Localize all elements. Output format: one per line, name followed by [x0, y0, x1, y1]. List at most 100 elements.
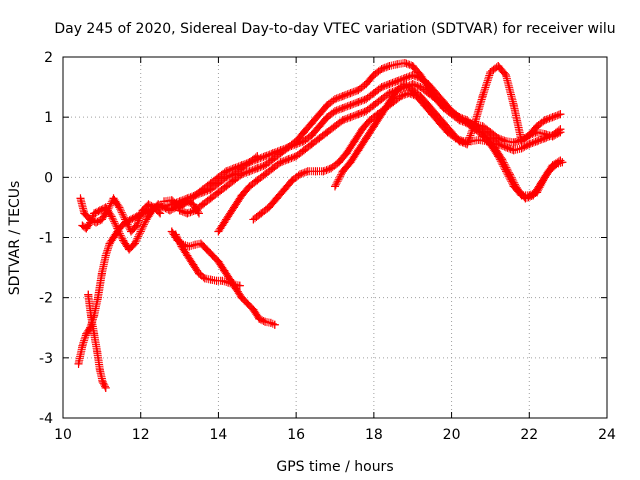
data-point	[346, 89, 355, 98]
data-point	[303, 167, 312, 176]
data-point	[299, 128, 308, 137]
data-point	[214, 188, 223, 197]
data-point	[393, 77, 402, 86]
data-point	[183, 209, 192, 218]
data-point	[160, 197, 169, 206]
data-point	[307, 140, 316, 149]
data-point	[416, 74, 425, 83]
data-point	[284, 155, 293, 164]
data-point	[261, 317, 270, 326]
data-point	[249, 215, 258, 224]
data-point	[400, 59, 409, 68]
data-point	[362, 80, 371, 89]
data-point	[107, 212, 116, 221]
data-point	[136, 227, 145, 236]
data-point	[393, 86, 402, 95]
data-point	[229, 164, 238, 173]
data-point	[253, 155, 262, 164]
data-point	[424, 80, 433, 89]
data-point	[447, 128, 456, 137]
data-point	[397, 92, 406, 101]
data-point	[486, 68, 495, 77]
data-point	[365, 116, 374, 125]
data-point	[245, 158, 254, 167]
data-point	[498, 155, 507, 164]
data-point	[82, 224, 91, 233]
data-point	[509, 101, 518, 110]
data-point	[245, 167, 254, 176]
data-point	[97, 269, 106, 278]
data-point	[416, 92, 425, 101]
data-point	[237, 191, 246, 200]
data-point	[78, 341, 87, 350]
data-point	[338, 104, 347, 113]
data-markers	[74, 59, 567, 392]
data-point	[97, 215, 106, 224]
data-point	[331, 95, 339, 104]
data-point	[369, 122, 378, 131]
series-track-c	[74, 152, 262, 368]
data-point	[257, 209, 266, 218]
data-point	[307, 119, 316, 128]
data-point	[463, 140, 472, 149]
data-point	[243, 299, 252, 308]
data-point	[189, 260, 198, 269]
data-point	[482, 137, 491, 146]
data-point	[513, 185, 522, 194]
x-tick-label: 12	[132, 427, 150, 443]
data-point	[206, 194, 215, 203]
y-tick-label: -1	[39, 231, 53, 247]
data-point	[109, 233, 118, 242]
data-point	[331, 122, 339, 131]
data-point	[544, 167, 553, 176]
data-point	[175, 206, 184, 215]
y-tick-label: -4	[39, 411, 53, 427]
y-tick-label: -2	[39, 291, 53, 307]
data-point	[206, 275, 215, 284]
data-point	[478, 92, 487, 101]
series-track-k	[331, 62, 565, 191]
data-point	[76, 194, 85, 203]
data-point	[80, 209, 89, 218]
data-point	[74, 359, 83, 368]
data-point	[237, 161, 246, 170]
data-point	[266, 318, 275, 327]
data-point	[264, 203, 273, 212]
data-point	[237, 293, 246, 302]
data-point	[296, 170, 305, 179]
data-point	[408, 62, 417, 71]
data-point	[95, 206, 104, 215]
data-point	[432, 110, 441, 119]
series-track-f	[171, 230, 244, 290]
data-point	[84, 290, 93, 299]
data-point	[101, 251, 110, 260]
data-point	[327, 164, 336, 173]
data-point	[101, 383, 110, 392]
y-tick-label: 0	[44, 170, 53, 186]
data-point	[548, 131, 557, 140]
data-point	[229, 203, 238, 212]
data-point	[424, 89, 433, 98]
data-point	[346, 101, 355, 110]
data-point	[358, 125, 367, 134]
data-point	[245, 182, 254, 191]
x-tick-label: 14	[210, 427, 228, 443]
data-point	[393, 60, 402, 69]
data-point	[385, 98, 394, 107]
y-axis-label: SDTVAR / TECUs	[7, 181, 23, 296]
data-point	[292, 152, 301, 161]
data-point	[93, 347, 102, 356]
data-point	[377, 95, 386, 104]
data-point	[463, 119, 472, 128]
data-point	[455, 113, 464, 122]
grid	[63, 57, 607, 418]
data-point	[536, 179, 545, 188]
data-point	[346, 158, 355, 167]
plus-markers	[167, 227, 279, 329]
data-point	[292, 140, 301, 149]
data-point	[346, 113, 355, 122]
data-point	[362, 95, 371, 104]
data-point	[552, 160, 561, 169]
data-point	[90, 209, 99, 218]
